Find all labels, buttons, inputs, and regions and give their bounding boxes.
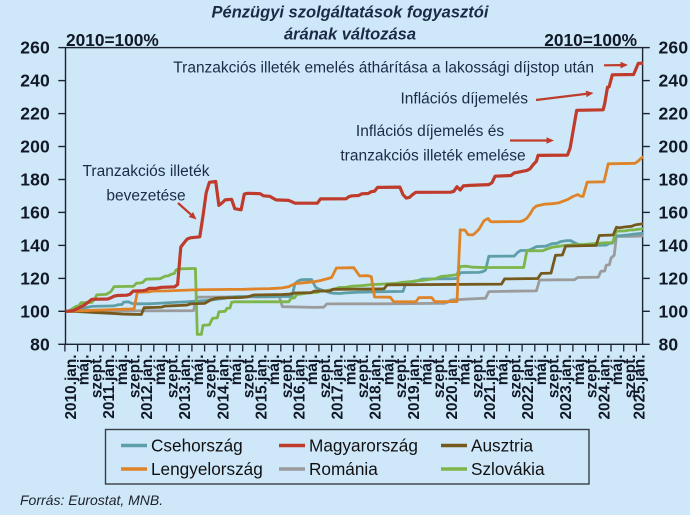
svg-text:2010=100%: 2010=100% bbox=[66, 30, 159, 50]
svg-text:2010.jan.: 2010.jan. bbox=[63, 355, 80, 420]
svg-text:szept.: szept. bbox=[126, 355, 143, 399]
svg-text:80: 80 bbox=[659, 334, 679, 354]
svg-text:szept.: szept. bbox=[317, 355, 334, 399]
svg-text:szept.: szept. bbox=[469, 355, 486, 399]
svg-text:Magyarország: Magyarország bbox=[309, 435, 418, 455]
svg-text:160: 160 bbox=[659, 202, 689, 222]
svg-text:140: 140 bbox=[20, 235, 50, 255]
svg-text:260: 260 bbox=[20, 38, 50, 58]
svg-text:Csehország: Csehország bbox=[151, 435, 243, 455]
svg-text:Szlovákia: Szlovákia bbox=[471, 459, 545, 479]
svg-text:2025.jan.: 2025.jan. bbox=[632, 355, 649, 420]
svg-text:2012.jan.: 2012.jan. bbox=[139, 355, 156, 420]
svg-text:máj.: máj. bbox=[266, 355, 283, 386]
svg-text:220: 220 bbox=[20, 104, 50, 124]
svg-text:2021.jan.: 2021.jan. bbox=[482, 354, 499, 419]
svg-text:szept.: szept. bbox=[279, 355, 296, 399]
svg-text:2018.jan.: 2018.jan. bbox=[368, 355, 385, 420]
svg-text:máj.: máj. bbox=[380, 355, 397, 386]
svg-text:Lengyelország: Lengyelország bbox=[151, 459, 263, 479]
svg-text:2011.jan.: 2011.jan. bbox=[101, 355, 118, 419]
svg-text:180: 180 bbox=[20, 170, 50, 190]
svg-text:máj.: máj. bbox=[457, 355, 474, 386]
svg-text:2014.jan.: 2014.jan. bbox=[215, 355, 232, 420]
svg-text:szept.: szept. bbox=[241, 355, 258, 399]
svg-text:2017.jan.: 2017.jan. bbox=[330, 355, 347, 420]
svg-text:2010=100%: 2010=100% bbox=[544, 30, 637, 50]
svg-text:Románia: Románia bbox=[309, 459, 378, 479]
svg-text:máj.: máj. bbox=[533, 355, 550, 386]
svg-text:szept.: szept. bbox=[431, 355, 448, 399]
svg-text:szept.: szept. bbox=[393, 355, 410, 399]
svg-text:Tranzakciós illeték: Tranzakciós illeték bbox=[83, 163, 210, 180]
svg-text:máj.: máj. bbox=[609, 355, 626, 386]
svg-text:260: 260 bbox=[659, 38, 689, 58]
svg-text:máj.: máj. bbox=[228, 355, 245, 386]
svg-text:180: 180 bbox=[659, 170, 689, 190]
svg-text:2020.jan.: 2020.jan. bbox=[444, 355, 461, 420]
svg-text:120: 120 bbox=[659, 268, 689, 288]
svg-text:máj.: máj. bbox=[571, 355, 588, 386]
svg-text:szept.: szept. bbox=[203, 355, 220, 399]
svg-text:szept.: szept. bbox=[165, 355, 182, 399]
svg-text:máj.: máj. bbox=[114, 355, 131, 386]
svg-text:Ausztria: Ausztria bbox=[471, 435, 534, 455]
svg-text:2024.jan.: 2024.jan. bbox=[596, 355, 613, 420]
svg-text:szept.: szept. bbox=[508, 355, 525, 399]
svg-text:120: 120 bbox=[20, 268, 50, 288]
svg-text:220: 220 bbox=[659, 104, 689, 124]
svg-text:140: 140 bbox=[659, 235, 689, 255]
svg-text:200: 200 bbox=[20, 137, 50, 157]
svg-text:máj.: máj. bbox=[342, 355, 359, 386]
svg-text:máj.: máj. bbox=[419, 355, 436, 386]
svg-text:bevezetése: bevezetése bbox=[106, 188, 185, 205]
svg-text:szept.: szept. bbox=[546, 355, 563, 399]
svg-text:Inflációs díjemelés és: Inflációs díjemelés és bbox=[356, 123, 504, 140]
svg-text:Pénzügyi szolgáltatások fogyas: Pénzügyi szolgáltatások fogyasztói bbox=[212, 4, 489, 22]
svg-text:szept.: szept. bbox=[355, 355, 372, 399]
svg-text:Inflációs díjemelés: Inflációs díjemelés bbox=[400, 91, 528, 108]
svg-text:Forrás: Eurostat, MNB.: Forrás: Eurostat, MNB. bbox=[20, 492, 163, 508]
svg-text:2019.jan.: 2019.jan. bbox=[406, 355, 423, 420]
svg-text:szept.: szept. bbox=[88, 355, 105, 399]
svg-text:2015.jan.: 2015.jan. bbox=[253, 355, 270, 420]
svg-text:2016.jan.: 2016.jan. bbox=[292, 355, 309, 420]
svg-text:máj.: máj. bbox=[304, 355, 321, 386]
svg-text:2023.jan.: 2023.jan. bbox=[558, 355, 575, 420]
svg-text:szept.: szept. bbox=[622, 355, 639, 399]
svg-text:200: 200 bbox=[659, 137, 689, 157]
svg-text:máj.: máj. bbox=[495, 355, 512, 386]
svg-text:máj.: máj. bbox=[152, 355, 169, 386]
svg-text:Tranzakciós illeték emelés áth: Tranzakciós illeték emelés áthárítása a … bbox=[173, 59, 594, 76]
svg-text:2013.jan.: 2013.jan. bbox=[177, 355, 194, 420]
svg-text:2022.jan.: 2022.jan. bbox=[520, 355, 537, 420]
svg-text:tranzakciós illeték emelése: tranzakciós illeték emelése bbox=[340, 148, 525, 165]
svg-text:szept.: szept. bbox=[584, 355, 601, 399]
svg-text:100: 100 bbox=[20, 301, 50, 321]
svg-text:100: 100 bbox=[659, 301, 689, 321]
svg-text:máj.: máj. bbox=[76, 355, 93, 386]
svg-text:240: 240 bbox=[20, 71, 50, 91]
svg-text:160: 160 bbox=[20, 202, 50, 222]
svg-text:80: 80 bbox=[30, 334, 50, 354]
svg-text:240: 240 bbox=[659, 71, 689, 91]
svg-text:árának változása: árának változása bbox=[284, 26, 416, 44]
svg-text:máj.: máj. bbox=[190, 355, 207, 386]
